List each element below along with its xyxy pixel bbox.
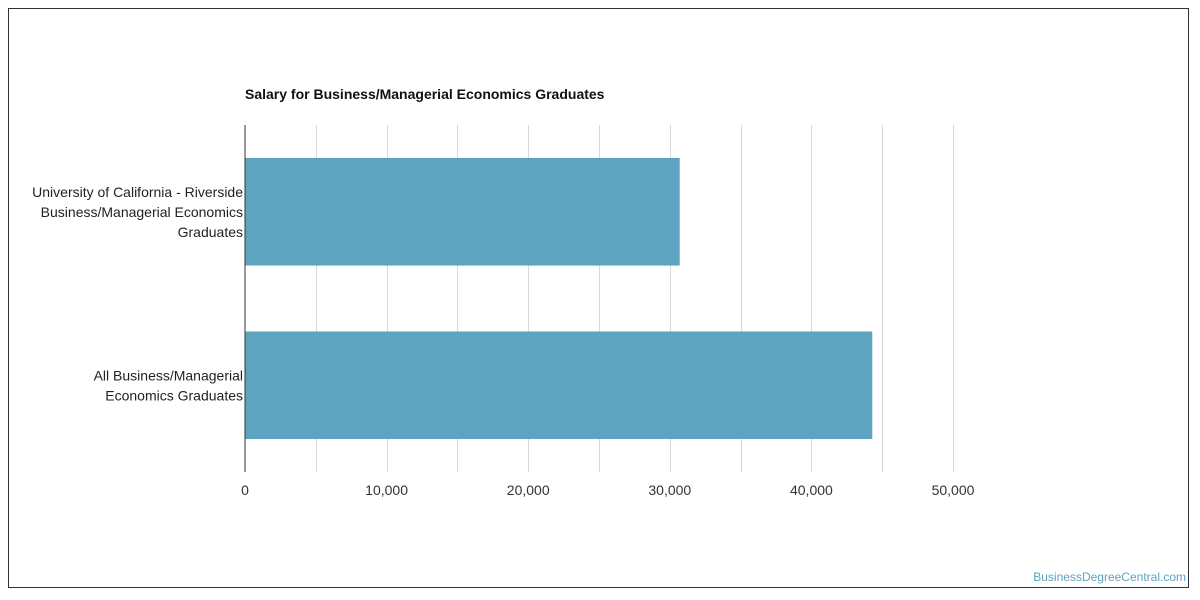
x-tick-label: 40,000 [790, 482, 833, 498]
bar-0 [245, 157, 680, 266]
category-labels: University of California - Riverside Busi… [32, 184, 243, 404]
x-tick-label: 0 [241, 482, 249, 498]
chart-title: Salary for Business/Managerial Economics… [245, 86, 605, 102]
bars [245, 157, 873, 440]
x-tick-label: 50,000 [932, 482, 975, 498]
chart-frame [8, 8, 1189, 588]
category-label-line: Economics Graduates [105, 387, 243, 403]
category-label-1: All Business/Managerial Economics Graduat… [94, 367, 243, 403]
bar-1 [245, 331, 873, 440]
category-label-0: University of California - Riverside Busi… [32, 184, 243, 240]
x-tick-label: 30,000 [648, 482, 691, 498]
category-label-line: Graduates [178, 224, 243, 240]
x-tick-label: 20,000 [507, 482, 550, 498]
x-tick-label: 10,000 [365, 482, 408, 498]
category-label-line: Business/Managerial Economics [41, 204, 243, 220]
watermark-text: BusinessDegreeCentral.com [1033, 570, 1186, 584]
category-label-line: All Business/Managerial [94, 367, 243, 383]
category-label-line: University of California - Riverside [32, 184, 243, 200]
x-tick-labels: 0 10,000 20,000 30,000 40,000 50,000 [241, 482, 975, 498]
